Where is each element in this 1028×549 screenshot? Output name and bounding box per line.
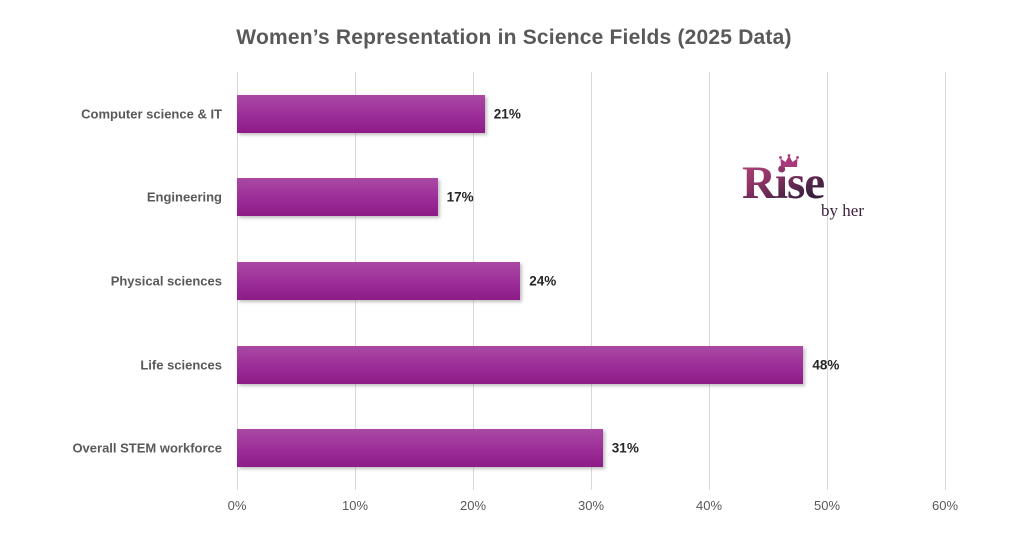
- gridline: [591, 72, 592, 490]
- brand-tagline: by her: [821, 201, 864, 220]
- bar: [237, 178, 438, 217]
- x-tick-label: 40%: [695, 498, 723, 513]
- gridline: [709, 72, 710, 490]
- value-label: 21%: [493, 106, 521, 122]
- crown-icon: [779, 154, 799, 167]
- category-label: Life sciences: [140, 357, 222, 373]
- x-tick-label: 20%: [459, 498, 487, 513]
- x-tick-label: 0%: [227, 498, 247, 513]
- x-tick-label: 60%: [931, 498, 959, 513]
- brand-logo: Rise by her: [742, 154, 882, 221]
- value-label: 48%: [812, 357, 840, 373]
- value-label: 17%: [446, 189, 474, 205]
- bar: [237, 261, 521, 300]
- bar: [237, 429, 603, 468]
- x-tick-label: 30%: [577, 498, 605, 513]
- x-axis: 0% 10% 20% 30% 40% 50% 60%: [228, 498, 958, 518]
- gridline: [827, 72, 828, 490]
- bar: [237, 94, 485, 133]
- x-tick-label: 50%: [813, 498, 841, 513]
- bar-row: Overall STEM workforce 31%: [72, 406, 945, 490]
- bar: [237, 345, 804, 384]
- gridline: [945, 72, 946, 490]
- bar-row: Physical sciences 24%: [111, 239, 945, 323]
- x-tick-label: 10%: [341, 498, 369, 513]
- value-label: 31%: [611, 440, 639, 456]
- value-label: 24%: [529, 273, 557, 289]
- category-label: Computer science & IT: [81, 106, 222, 122]
- bar-row: Life sciences 48%: [140, 323, 945, 407]
- category-label: Overall STEM workforce: [72, 440, 222, 456]
- category-label: Engineering: [146, 189, 222, 205]
- category-label: Physical sciences: [110, 273, 222, 289]
- bar-row: Computer science & IT 21%: [81, 72, 945, 156]
- brand-wordmark: Rise: [742, 157, 825, 209]
- plot-area: Computer science & IT 21% Engineering 17…: [72, 72, 946, 490]
- chart-title: Women’s Representation in Science Fields…: [236, 26, 792, 49]
- bar-row: Engineering 17%: [147, 156, 945, 240]
